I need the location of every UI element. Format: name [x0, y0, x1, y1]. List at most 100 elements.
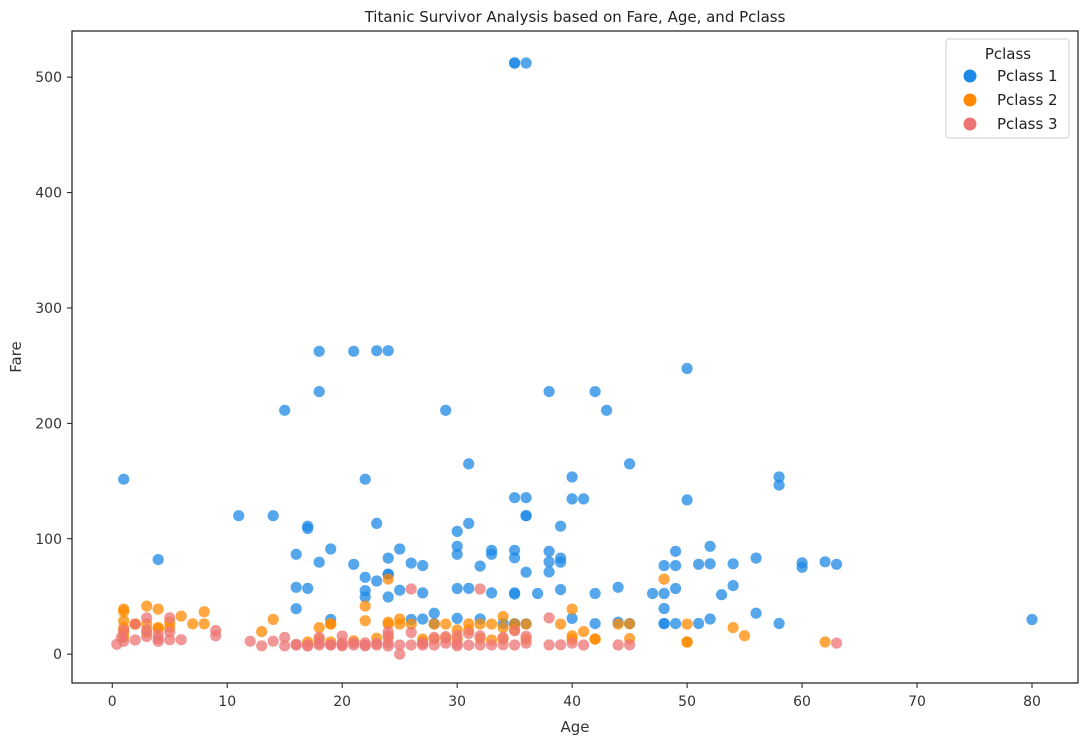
data-point — [716, 589, 728, 601]
data-point — [290, 603, 302, 615]
data-point — [463, 582, 475, 595]
data-point — [290, 548, 302, 560]
data-point — [440, 404, 452, 416]
data-point — [175, 634, 187, 646]
data-point — [508, 57, 521, 69]
data-point — [451, 525, 463, 538]
x-axis-title: Age — [560, 718, 589, 736]
data-point — [463, 517, 475, 530]
data-point — [428, 607, 440, 619]
data-point — [417, 587, 429, 599]
data-point — [773, 617, 785, 630]
data-point — [727, 558, 739, 570]
data-point — [508, 552, 521, 564]
data-point — [405, 583, 417, 595]
data-point — [141, 612, 153, 624]
data-point — [520, 566, 532, 578]
data-point — [681, 494, 693, 506]
data-point — [624, 639, 636, 651]
data-point — [428, 639, 440, 651]
legend-box — [945, 38, 1070, 139]
data-point — [658, 573, 670, 585]
data-point — [543, 386, 555, 398]
data-point — [256, 640, 268, 652]
data-point — [474, 560, 486, 572]
data-point — [164, 634, 176, 646]
legend-marker — [963, 93, 977, 107]
data-point — [348, 558, 360, 570]
data-point — [313, 386, 325, 398]
data-point — [290, 581, 302, 593]
data-point — [555, 639, 567, 651]
data-point — [727, 580, 739, 592]
data-point — [578, 626, 590, 638]
y-tick-label: 0 — [53, 647, 62, 663]
data-point — [267, 635, 279, 647]
data-point — [566, 637, 578, 649]
data-point — [382, 345, 394, 357]
data-point — [658, 587, 670, 600]
data-point — [543, 566, 555, 578]
data-point — [141, 631, 153, 643]
data-point — [325, 618, 337, 630]
y-tick-label: 200 — [35, 416, 62, 432]
data-point — [681, 618, 693, 630]
data-point — [486, 639, 498, 651]
data-point — [681, 362, 693, 375]
data-point — [497, 639, 509, 651]
data-point — [417, 613, 429, 625]
data-point — [681, 636, 693, 648]
data-point — [796, 561, 808, 573]
data-point — [440, 637, 452, 649]
data-point — [612, 581, 624, 593]
data-point — [118, 605, 130, 618]
data-point — [394, 639, 406, 651]
plot-frame — [71, 30, 1079, 684]
data-point — [486, 548, 498, 560]
data-point — [589, 587, 601, 600]
data-point — [451, 582, 463, 595]
data-point — [129, 634, 141, 646]
data-point — [750, 552, 762, 564]
data-point — [394, 613, 406, 625]
data-point — [508, 588, 521, 600]
data-point — [417, 560, 429, 572]
data-point — [704, 558, 716, 570]
data-point — [693, 558, 705, 570]
data-point — [508, 639, 521, 651]
data-point — [670, 560, 682, 572]
data-point — [555, 520, 567, 532]
data-point — [371, 517, 383, 530]
data-point — [670, 582, 682, 595]
data-point — [658, 618, 670, 630]
legend-label: Pclass 1 — [997, 67, 1058, 85]
data-point — [693, 617, 705, 630]
y-tick-label: 300 — [35, 301, 62, 317]
data-point — [589, 633, 601, 645]
data-point — [382, 552, 394, 564]
data-point — [508, 492, 521, 504]
data-point — [704, 613, 716, 625]
data-point — [279, 640, 291, 652]
data-point — [198, 606, 210, 618]
legend-label: Pclass 3 — [997, 115, 1058, 133]
data-point — [543, 545, 555, 557]
data-point — [405, 557, 417, 569]
y-tick-label: 400 — [35, 186, 62, 202]
data-point — [325, 639, 337, 651]
data-point — [589, 386, 601, 398]
data-point — [164, 612, 176, 624]
legend-label: Pclass 2 — [997, 91, 1058, 109]
data-point — [474, 639, 486, 651]
data-point — [394, 543, 406, 555]
data-point — [394, 584, 406, 596]
data-point — [279, 631, 291, 644]
x-tick-label: 40 — [563, 694, 581, 710]
data-point — [348, 639, 360, 651]
data-point — [1026, 613, 1038, 626]
data-point — [382, 640, 394, 652]
data-point — [543, 612, 555, 624]
data-point — [658, 560, 670, 572]
data-point — [302, 582, 314, 595]
